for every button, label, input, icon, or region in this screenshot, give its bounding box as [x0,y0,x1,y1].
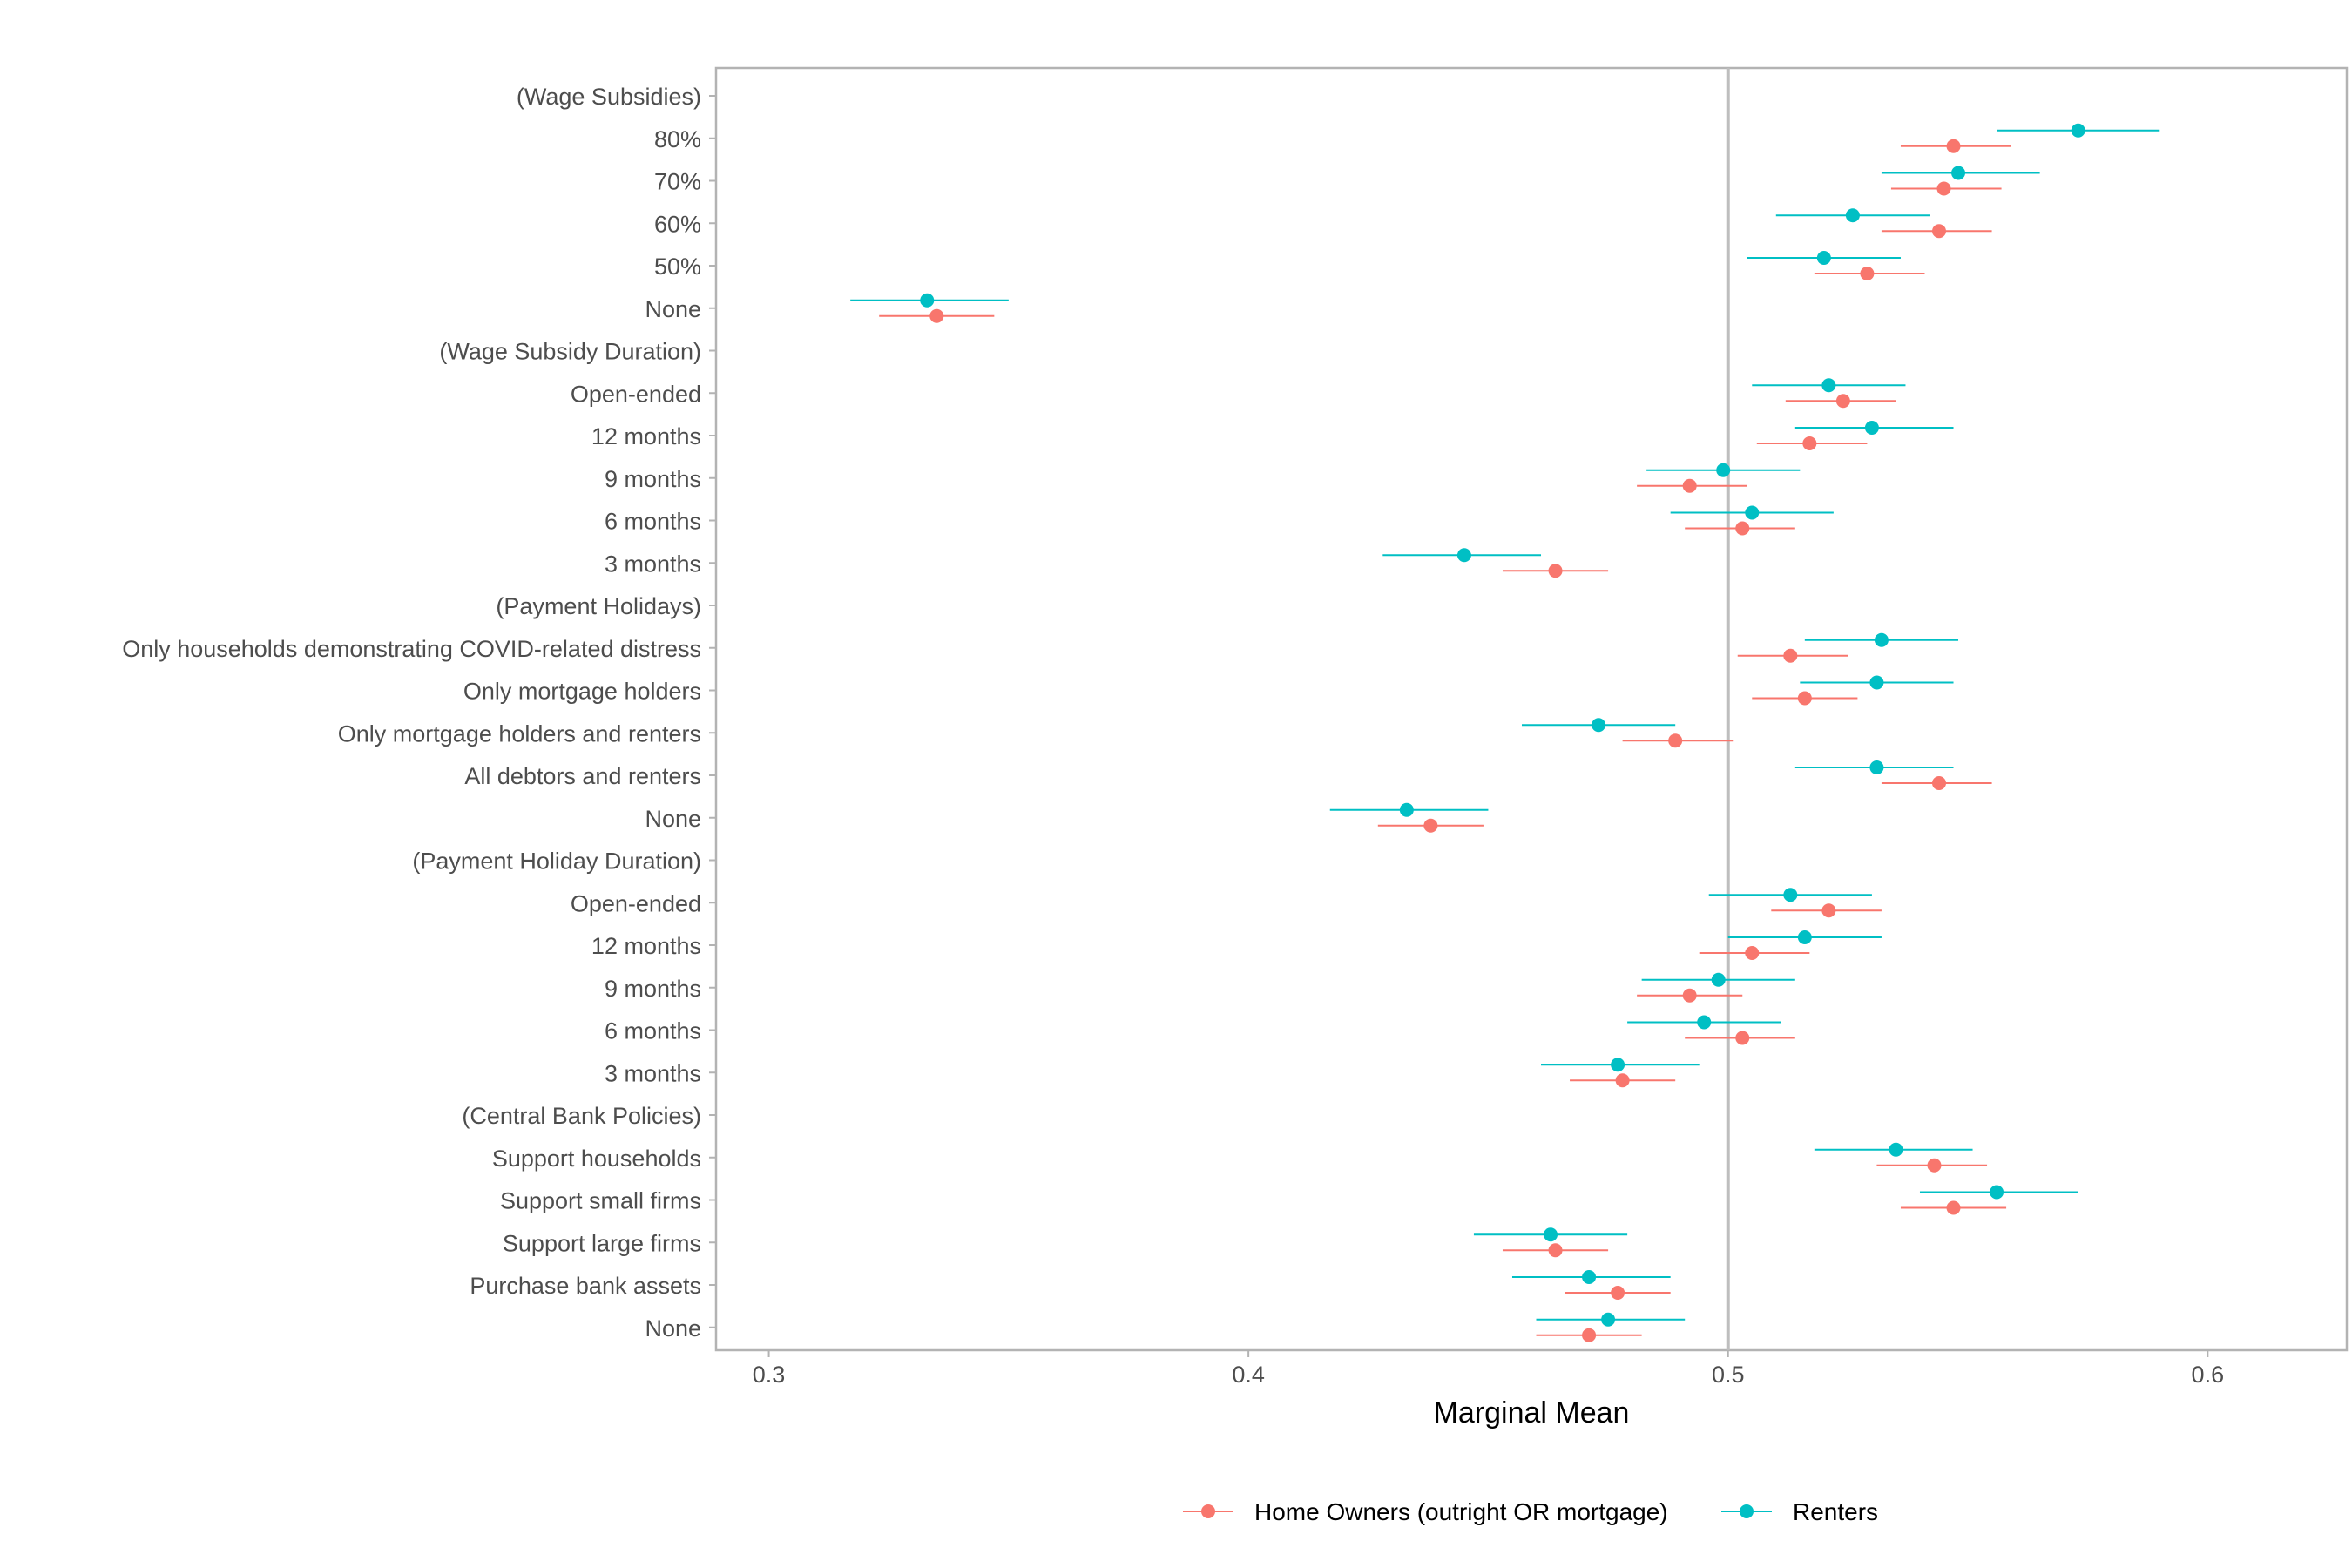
data-point [1716,463,1731,477]
x-tick-label: 0.3 [753,1362,786,1388]
legend-key-point [1201,1504,1215,1518]
data-point [1932,224,1946,239]
data-point [1860,267,1875,280]
data-point [1936,181,1951,196]
y-tick-label: 12 months [591,423,701,449]
data-point [1697,1015,1712,1030]
y-tick-label: Purchase bank assets [470,1273,701,1299]
data-point [1783,888,1798,902]
legend-key-point [1740,1504,1754,1518]
data-point [1946,1200,1961,1215]
data-point [1864,421,1879,435]
y-tick-label: 9 months [605,976,701,1002]
series-home-owners [879,139,2011,1342]
x-tick-label: 0.5 [1712,1362,1745,1388]
y-tick-label: 3 months [605,1060,701,1086]
y-tick-label: None [645,296,701,322]
data-point [1682,988,1697,1003]
x-tick-label: 0.4 [1232,1362,1265,1388]
data-point [1932,776,1946,790]
y-tick-label: Open-ended [571,890,701,916]
panel-background [714,66,2349,1352]
y-tick-label: (Payment Holiday Duration) [412,848,701,875]
y-tick-label: (Central Bank Policies) [462,1103,701,1129]
x-axis: 0.3 0.4 0.5 0.6 [753,1350,2224,1388]
data-point [1582,1270,1597,1284]
y-tick-label: (Wage Subsidies) [517,84,701,110]
series-renters [850,123,2160,1327]
data-point [1889,1142,1903,1157]
y-tick-label: (Payment Holidays) [496,593,701,619]
y-tick-label: 3 months [605,551,701,577]
y-tick-label: 70% [654,169,701,195]
data-point [1615,1073,1630,1088]
data-point [1802,436,1817,450]
y-tick-label: Only mortgage holders [463,679,701,705]
data-point [1423,818,1438,833]
data-point [1735,1031,1750,1045]
y-tick-label: Only mortgage holders and renters [338,720,701,747]
y-tick-label: Only households demonstrating COVID-rela… [122,636,701,662]
data-marks [850,123,2160,1342]
data-point [1821,378,1836,393]
data-point [1869,675,1884,690]
data-point [1946,139,1961,153]
y-tick-label: 80% [654,126,701,152]
data-point [1582,1328,1597,1342]
data-point [1668,733,1683,748]
data-point [1611,1058,1625,1072]
y-tick-label: 6 months [605,509,701,535]
y-tick-label: 60% [654,211,701,237]
data-point [1990,1185,2004,1200]
y-tick-label: Support small firms [500,1188,701,1214]
y-tick-label: None [645,806,701,832]
data-point [1845,208,1860,223]
data-point [1797,691,1812,706]
data-point [1548,1243,1563,1258]
data-point [1711,972,1726,987]
y-tick-label: 9 months [605,466,701,492]
legend-label: Home Owners (outright OR mortgage) [1254,1498,1668,1525]
data-point [1592,718,1606,733]
data-point [2071,123,2085,138]
data-point [1456,548,1471,563]
data-point [920,293,935,308]
data-point [1835,394,1850,409]
data-point [1874,632,1889,647]
data-point [1816,251,1831,265]
y-tick-label: All debtors and renters [464,763,701,789]
y-tick-label: 50% [654,253,701,280]
y-tick-label: 6 months [605,1018,701,1044]
data-point [1927,1158,1942,1173]
data-point [1548,564,1563,578]
data-point [929,308,944,323]
y-tick-label: 12 months [591,933,701,959]
y-tick-label: Open-ended [571,381,701,407]
legend: Home Owners (outright OR mortgage) Renter… [1183,1498,1878,1525]
data-point [1611,1286,1625,1300]
y-tick-label: (Wage Subsidy Duration) [439,339,701,365]
data-point [1601,1312,1616,1327]
y-axis: (Wage Subsidies) 80% 70% 60% 50% None (Wage Su… [122,84,716,1342]
data-point [1399,802,1414,817]
y-tick-label: Support large firms [503,1230,701,1256]
data-point [1745,505,1760,520]
data-point [1797,930,1812,944]
y-tick-label: Support households [492,1146,701,1172]
data-point [1735,521,1750,536]
data-point [1951,166,1966,180]
x-axis-title: Marginal Mean [1434,1396,1630,1429]
data-point [1544,1227,1558,1242]
data-point [1745,946,1760,960]
data-point [1869,760,1884,774]
y-tick-label: None [645,1315,701,1342]
data-point [1682,478,1697,493]
data-point [1821,903,1836,918]
data-point [1783,648,1798,663]
legend-label: Renters [1793,1498,1878,1525]
x-tick-label: 0.6 [2192,1362,2225,1388]
